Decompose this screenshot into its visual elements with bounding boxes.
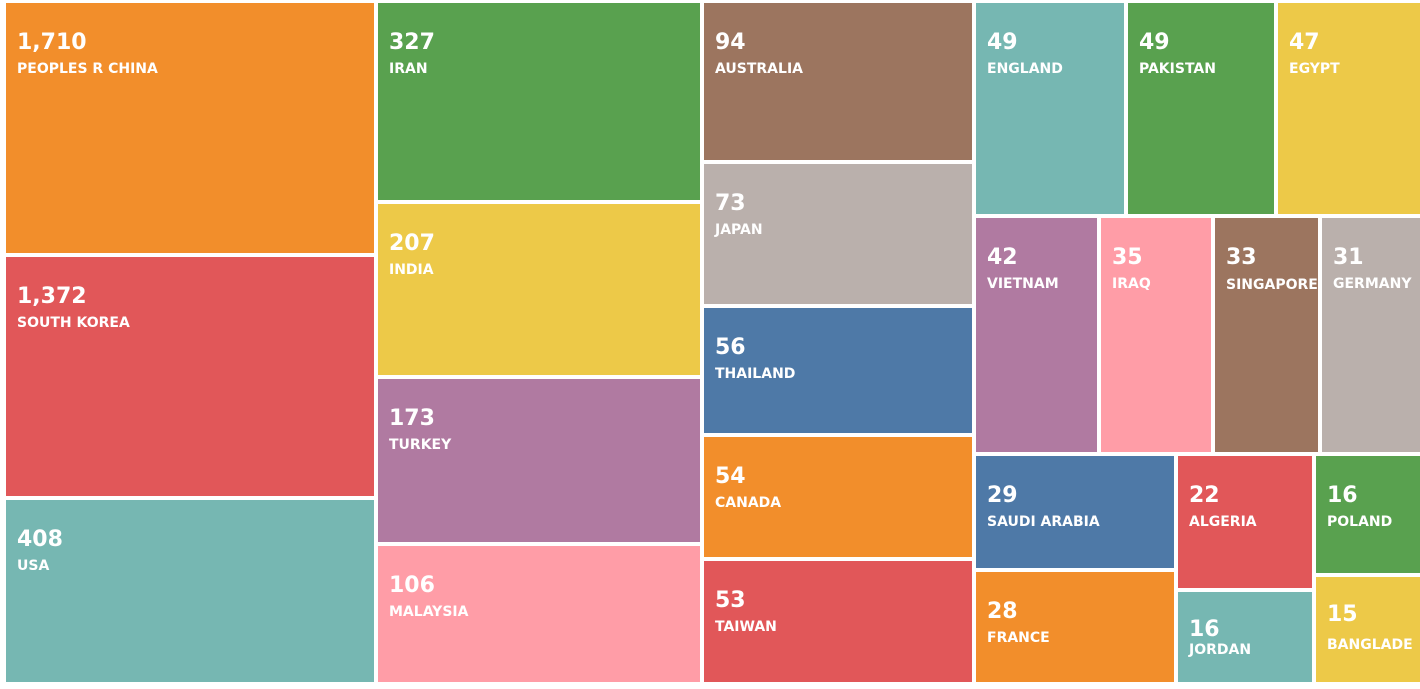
cell-value: 1,372 — [17, 284, 87, 309]
cell-label: FRANCE — [987, 630, 1050, 646]
treemap-cell: 207 INDIA — [378, 204, 700, 375]
treemap-cell: 49 ENGLAND — [976, 3, 1124, 214]
treemap-cell: 54 CANADA — [704, 437, 972, 557]
cell-label: PAKISTAN — [1139, 61, 1216, 77]
cell-label: TURKEY — [389, 437, 452, 453]
treemap-cell: 49 PAKISTAN — [1128, 3, 1274, 214]
treemap-cell: 35 IRAQ — [1101, 218, 1211, 452]
cell-label: INDIA — [389, 262, 434, 278]
cell-label: PEOPLES R CHINA — [17, 61, 158, 77]
treemap-cell: 1,372 SOUTH KOREA — [6, 257, 374, 496]
cell-label: AUSTRALIA — [715, 61, 803, 77]
treemap-cell: 28 FRANCE — [976, 572, 1174, 682]
cell-value: 94 — [715, 30, 746, 55]
treemap-cell: 94 AUSTRALIA — [704, 3, 972, 160]
cell-label: JORDAN — [1189, 642, 1252, 658]
treemap-cell: 327 IRAN — [378, 3, 700, 200]
cell-label: ALGERIA — [1189, 514, 1257, 530]
cell-label: POLAND — [1327, 514, 1393, 530]
cell-value: 35 — [1112, 245, 1143, 270]
cell-value: 28 — [987, 599, 1018, 624]
cell-label: EGYPT — [1289, 61, 1340, 77]
treemap-cell: 42 VIETNAM — [976, 218, 1097, 452]
cell-label: SAUDI ARABIA — [987, 514, 1100, 530]
cell-label: TAIWAN — [715, 619, 777, 635]
treemap-cell: 56 THAILAND — [704, 308, 972, 433]
treemap-cell: 22 ALGERIA — [1178, 456, 1312, 588]
cell-value: 42 — [987, 245, 1018, 270]
cell-label: THAILAND — [715, 366, 796, 382]
cell-value: 22 — [1189, 483, 1220, 508]
treemap-cell: 408 USA — [6, 500, 374, 682]
cell-label: IRAQ — [1112, 276, 1151, 292]
cell-value: 33 — [1226, 245, 1257, 270]
cell-label: CANADA — [715, 495, 782, 511]
cell-value: 106 — [389, 573, 435, 598]
cell-value: 29 — [987, 483, 1018, 508]
treemap-cell: 15 BANGLADE — [1316, 577, 1420, 682]
cell-value: 73 — [715, 191, 746, 216]
cell-value: 31 — [1333, 245, 1364, 270]
cell-label: MALAYSIA — [389, 604, 469, 620]
treemap-cell: 173 TURKEY — [378, 379, 700, 542]
treemap-cell: 47 EGYPT — [1278, 3, 1420, 214]
cell-label: JAPAN — [715, 222, 763, 238]
cell-value: 49 — [1139, 30, 1170, 55]
cell-value: 49 — [987, 30, 1018, 55]
cell-value: 15 — [1327, 602, 1358, 627]
treemap-cell: 73 JAPAN — [704, 164, 972, 304]
treemap-cell: 106 MALAYSIA — [378, 546, 700, 682]
cell-value: 47 — [1289, 30, 1320, 55]
cell-label: ENGLAND — [987, 61, 1063, 77]
cell-value: 56 — [715, 335, 746, 360]
cell-value: 54 — [715, 464, 746, 489]
cell-label: GERMANY — [1333, 276, 1412, 292]
cell-value: 16 — [1327, 483, 1358, 508]
treemap-cell: 1,710 PEOPLES R CHINA — [6, 3, 374, 253]
treemap-cell: 29 SAUDI ARABIA — [976, 456, 1174, 568]
cell-value: 207 — [389, 231, 435, 256]
cell-label: USA — [17, 558, 50, 574]
treemap-cell: 33 SINGAPORE — [1215, 218, 1318, 452]
cell-value: 1,710 — [17, 30, 87, 55]
cell-value: 16 — [1189, 617, 1220, 642]
treemap-cell: 53 TAIWAN — [704, 561, 972, 682]
cell-label: SOUTH KOREA — [17, 315, 130, 331]
cell-label: BANGLADE — [1327, 637, 1413, 653]
cell-value: 173 — [389, 406, 435, 431]
treemap-cell: 16 JORDAN — [1178, 592, 1312, 682]
treemap-cell: 31 GERMANY — [1322, 218, 1420, 452]
cell-value: 408 — [17, 527, 63, 552]
cell-value: 53 — [715, 588, 746, 613]
cell-label: IRAN — [389, 61, 428, 77]
cell-value: 327 — [389, 30, 435, 55]
cell-label: VIETNAM — [987, 276, 1059, 292]
cell-label: SINGAPORE — [1226, 277, 1318, 293]
treemap-cell: 16 POLAND — [1316, 456, 1420, 573]
